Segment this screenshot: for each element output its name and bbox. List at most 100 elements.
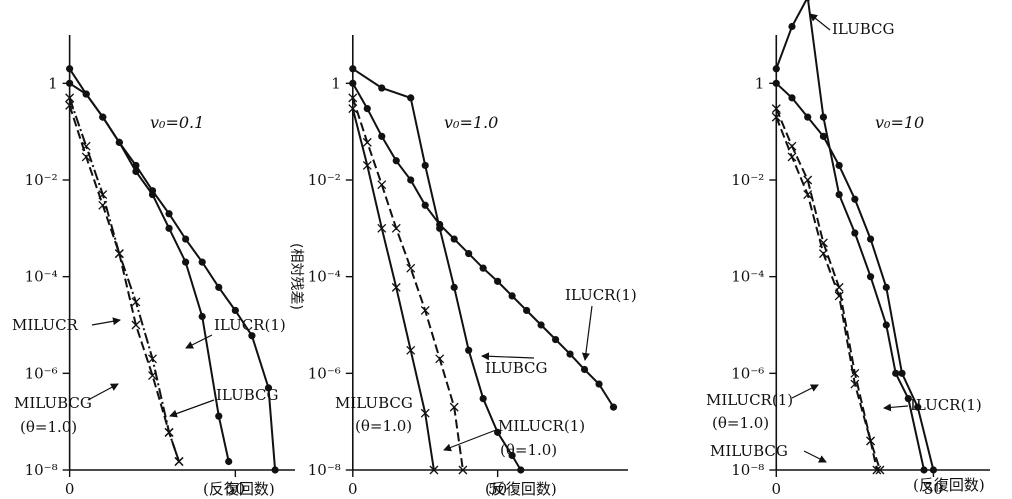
data-point (174, 457, 184, 466)
data-point (866, 235, 875, 243)
data-point (803, 190, 813, 200)
cross-stroke (875, 465, 885, 475)
data-point (818, 249, 828, 259)
y-tick-label: 10⁻⁴ (308, 268, 341, 286)
data-point (609, 403, 618, 411)
data-point (819, 113, 828, 121)
cross-stroke (458, 465, 468, 475)
panel-title: v₀=0.1 (150, 113, 204, 132)
data-point (804, 113, 812, 121)
y-tick-label: 10⁻⁸ (731, 461, 764, 479)
cross-stroke (348, 93, 358, 103)
data-point (537, 321, 545, 329)
data-point (835, 161, 843, 170)
x-tick-label: 0 (348, 480, 358, 498)
x-axis-label: (反復回数) (485, 480, 557, 498)
x-tick-label: 50 (924, 480, 943, 498)
series-label-theta: (θ=1.0) (712, 414, 769, 432)
cross-stroke (362, 160, 372, 170)
data-point (882, 321, 890, 329)
cross-stroke (348, 104, 358, 114)
y-tick-label: 10⁻² (308, 171, 341, 189)
y-axis-label: (相対残差) (288, 243, 304, 310)
cross-stroke (771, 104, 781, 114)
panel-title: v₀=10 (875, 113, 924, 132)
data-point (580, 365, 589, 374)
data-point (421, 201, 429, 209)
data-point (872, 465, 882, 475)
panel-v0-1.0: v₀=1.0 (相対残差) ILUCR(1) ILUBCG MILUBCG (θ… (288, 35, 637, 498)
data-point (198, 312, 206, 321)
data-point (225, 457, 233, 466)
data-point (435, 354, 445, 364)
data-point (99, 113, 107, 121)
series-label-milucr1: MILUCR(1) (706, 391, 793, 409)
data-point (131, 320, 141, 330)
data-point (787, 152, 797, 162)
data-point (392, 157, 400, 165)
data-point (465, 250, 473, 258)
y-tick-label: 10⁻⁶ (731, 364, 764, 382)
data-point (866, 436, 876, 446)
series-line-milucr1 (351, 97, 464, 471)
data-point (465, 346, 473, 354)
series-label-ilubcg: ILUBCG (485, 359, 547, 377)
data-point (148, 354, 157, 364)
cross-stroke (435, 354, 445, 364)
data-point (198, 258, 206, 266)
data-point (898, 369, 906, 377)
series-label-milubcg: MILUBCG (335, 394, 413, 412)
data-point (851, 195, 859, 203)
data-point (82, 90, 90, 98)
series-line-ilucr1 (69, 82, 277, 471)
data-point (851, 229, 859, 237)
data-point (450, 283, 458, 291)
cross-stroke (81, 152, 91, 162)
data-point (66, 65, 74, 73)
data-point (114, 249, 124, 259)
cross-stroke (377, 223, 387, 233)
x-axis-label: (反復回数) (913, 476, 985, 494)
panel-v0-0.1: v₀=0.1 MILUCR MILUBCG (θ=1.0) ILUCR(1) I… (12, 35, 295, 498)
data-point (215, 283, 223, 291)
cross-stroke (406, 345, 416, 355)
data-point (182, 235, 190, 243)
data-point (215, 412, 223, 420)
data-point (479, 395, 487, 403)
data-point (362, 137, 372, 147)
data-point (406, 263, 416, 273)
data-point (566, 350, 574, 358)
data-point (517, 466, 525, 474)
series-line-milucr1 (775, 108, 881, 471)
cross-stroke (98, 200, 108, 210)
panel-v0-10: v₀=10 ILUBCG ILUCR(1) MILUCR(1) (θ=1.0) … (706, 0, 990, 498)
x-tick-label: 50 (488, 480, 507, 498)
cross-stroke (787, 152, 797, 162)
y-tick-label: 10⁻⁸ (308, 461, 341, 479)
data-point (771, 112, 781, 122)
data-point (920, 466, 928, 474)
data-point (772, 79, 780, 87)
data-point (349, 65, 357, 73)
cross-stroke (131, 297, 141, 307)
data-point (904, 395, 912, 403)
cross-stroke (803, 175, 813, 185)
series-line-milubcg (68, 105, 180, 462)
cross-stroke (866, 436, 876, 446)
cross-stroke (872, 465, 882, 475)
data-point (65, 93, 75, 103)
data-point (148, 371, 157, 381)
data-point (407, 176, 415, 184)
data-point (377, 180, 387, 190)
cross-stroke (803, 190, 813, 200)
data-point (835, 190, 843, 199)
data-point (595, 380, 603, 388)
panel-title: v₀=1.0 (444, 113, 498, 132)
series-label-milubcg: MILUBCG (710, 442, 788, 460)
data-point (429, 465, 439, 475)
series-label-ilucr1: ILUCR(1) (910, 396, 982, 414)
y-tick-label: 10⁻⁴ (25, 268, 58, 286)
y-tick-label: 1 (755, 74, 765, 92)
data-point (349, 79, 357, 87)
